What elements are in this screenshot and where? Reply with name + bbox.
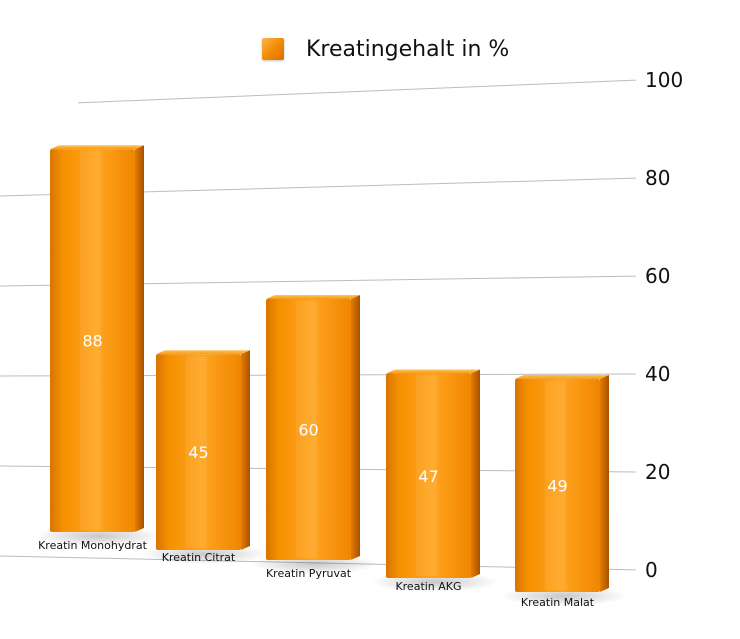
bar: 45	[156, 350, 250, 550]
bar-sheen	[185, 356, 207, 548]
bar-front	[386, 373, 471, 578]
bar: 60	[266, 295, 360, 560]
bar-sheen	[295, 301, 317, 558]
x-category-label: Kreatin AKG	[395, 580, 461, 593]
bar-value-label: 47	[418, 467, 438, 486]
bar-value-label: 45	[188, 443, 208, 462]
y-tick-label: 80	[645, 166, 670, 190]
y-tick-label: 40	[645, 362, 670, 386]
y-axis-ticks: 0 20 40 60 80 100	[645, 68, 683, 582]
grid-line	[77, 79, 637, 104]
y-tick-label: 100	[645, 68, 683, 92]
y-tick-label: 20	[645, 460, 670, 484]
bar-top	[50, 145, 144, 150]
bar-side	[471, 369, 480, 578]
legend: Kreatingehalt in %	[262, 34, 509, 64]
bar-front	[266, 299, 351, 560]
bar-sheen	[79, 151, 101, 530]
bar-sheen	[415, 375, 437, 576]
x-category-label: Kreatin Citrat	[162, 551, 236, 564]
bar-value-label: 49	[547, 476, 567, 495]
bar-top	[386, 369, 480, 374]
bar-top	[156, 350, 250, 355]
bar-side	[600, 374, 609, 592]
bar-side	[135, 145, 144, 532]
bars: 88 45 60 47 49	[50, 145, 609, 592]
x-axis-categories: Kreatin Monohydrat Kreatin Citrat Kreatin …	[38, 539, 595, 609]
bar-side	[241, 350, 250, 550]
x-category-label: Kreatin Malat	[521, 596, 595, 609]
bar-front	[515, 378, 600, 592]
bar-front	[50, 149, 135, 532]
x-category-label: Kreatin Monohydrat	[38, 539, 147, 552]
bar: 88	[50, 145, 144, 532]
legend-label: Kreatingehalt in %	[306, 36, 510, 62]
bar-top	[515, 374, 609, 379]
bar: 49	[515, 374, 609, 592]
bar: 47	[386, 369, 480, 578]
y-tick-label: 0	[645, 558, 658, 582]
y-tick-label: 60	[645, 264, 670, 288]
bar-value-label: 88	[82, 332, 102, 351]
bar-side	[351, 295, 360, 560]
x-category-label: Kreatin Pyruvat	[266, 567, 352, 580]
legend-swatch	[262, 38, 284, 60]
bar-front	[156, 354, 241, 550]
bar-top	[266, 295, 360, 299]
bar-value-label: 60	[298, 421, 318, 440]
bar-sheen	[544, 380, 566, 590]
